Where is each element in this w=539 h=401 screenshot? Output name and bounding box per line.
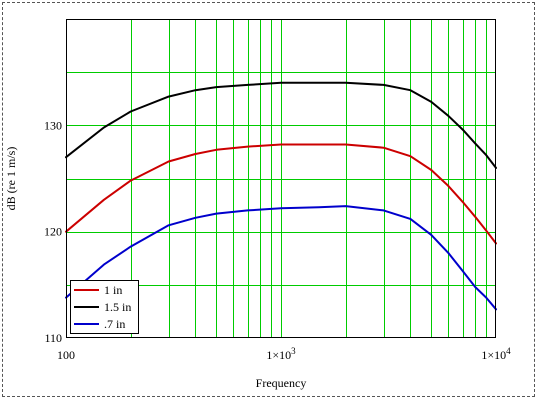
legend-label: 1 in: [104, 283, 122, 297]
legend: 1 in 1.5 in .7 in: [70, 280, 139, 334]
legend-label: 1.5 in: [104, 300, 131, 314]
y-axis-label: dB (re 1 m/s): [4, 147, 18, 211]
series-group: [65, 81, 497, 311]
tick-labels: 100 1×103 1×104 110 120 130: [44, 118, 511, 362]
y-tick-label: 120: [44, 225, 62, 239]
x-axis-label: Frequency: [256, 376, 307, 390]
plot-border: [66, 19, 496, 338]
y-tick-label: 130: [44, 118, 62, 132]
x-tick-label: 1×103: [266, 346, 296, 362]
series-line-3: [65, 205, 497, 311]
series-line-1: [65, 143, 497, 245]
x-tick-label: 100: [57, 348, 75, 362]
x-tick-label: 1×104: [481, 346, 511, 362]
y-tick-label: 110: [44, 331, 62, 345]
grid: [66, 19, 496, 338]
legend-label: .7 in: [104, 317, 125, 331]
series-line-2: [65, 81, 497, 169]
